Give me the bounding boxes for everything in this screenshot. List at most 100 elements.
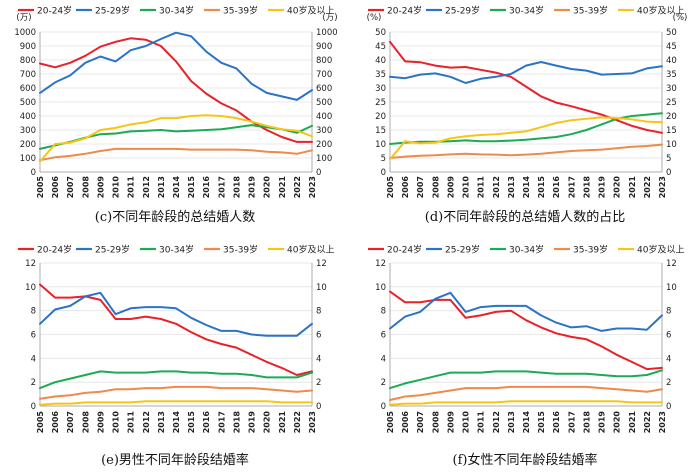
x-tick-label: 2020 <box>263 176 272 199</box>
legend-entry: 25-29岁 <box>76 5 130 17</box>
y-tick-label-left: 6 <box>381 331 386 341</box>
y-tick-label-left: 2 <box>381 378 386 388</box>
series-line <box>39 124 313 150</box>
legend-label: 40岁及以上 <box>287 244 334 256</box>
y-tick-label-right: 10 <box>316 283 327 293</box>
x-tick-label: 2013 <box>507 411 516 433</box>
x-tick-label: 2017 <box>217 411 226 433</box>
legend-entry: 30-34岁 <box>490 5 544 17</box>
legend-label: 40岁及以上 <box>287 5 334 17</box>
x-tick-label: 2005 <box>36 411 45 434</box>
x-tick-label: 2023 <box>658 411 667 433</box>
y-tick-label-left: 300 <box>20 126 36 136</box>
legend-label: 35-39岁 <box>573 5 608 17</box>
x-tick-label: 2019 <box>598 176 607 199</box>
legend-label: 30-34岁 <box>509 5 544 17</box>
y-tick-label-right: 500 <box>316 98 332 108</box>
y-tick-label-right: 300 <box>316 126 332 136</box>
x-tick-label: 2007 <box>66 411 75 433</box>
y-tick-label-left: 30 <box>375 84 386 94</box>
y-tick-label-left: 0 <box>381 402 386 412</box>
legend-entry: 30-34岁 <box>490 244 544 256</box>
x-tick-label: 2012 <box>142 411 151 433</box>
chart-caption: (c)不同年龄段的总结婚人数 <box>94 210 256 225</box>
y-tick-label-left: 15 <box>375 126 386 136</box>
x-tick-label: 2006 <box>401 411 410 434</box>
y-tick-label-left: 4 <box>381 354 386 364</box>
legend-label: 25-29岁 <box>95 244 130 256</box>
y-tick-label-left: 0 <box>381 168 386 178</box>
x-tick-label: 2018 <box>232 176 241 199</box>
legend-label: 35-39岁 <box>223 244 258 256</box>
chart-f: 20-24岁 25-29岁 30-34岁 35-39岁 40岁及以上 0 0 2 2 4 4 6 6 8 8… <box>368 244 684 434</box>
legend-label: 40岁及以上 <box>637 244 684 256</box>
y-tick-label-left: 45 <box>375 42 386 52</box>
x-tick-label: 2013 <box>507 176 516 198</box>
x-tick-label: 2014 <box>172 411 181 434</box>
x-tick-label: 2012 <box>492 176 501 198</box>
y-tick-label-right: 200 <box>316 140 332 150</box>
x-tick-label: 2005 <box>386 411 395 434</box>
left-unit-label: (%) <box>367 13 382 23</box>
y-tick-label-right: 2 <box>316 378 321 388</box>
y-tick-label-left: 800 <box>20 56 36 66</box>
y-tick-label-right: 5 <box>666 154 671 164</box>
x-tick-label: 2021 <box>628 176 637 199</box>
legend-entry: 40岁及以上 <box>618 5 684 17</box>
y-tick-label-right: 0 <box>666 402 671 412</box>
y-tick-label-right: 6 <box>316 331 321 341</box>
y-tick-label-left: 2 <box>31 378 36 388</box>
y-tick-label-right: 30 <box>666 84 677 94</box>
x-tick-label: 2015 <box>537 176 546 199</box>
legend-entry: 25-29岁 <box>76 244 130 256</box>
x-tick-label: 2016 <box>202 176 211 199</box>
legend-entry: 40岁及以上 <box>618 244 684 256</box>
y-tick-label-right: 10 <box>666 140 677 150</box>
series-line <box>389 40 663 134</box>
y-tick-label-left: 5 <box>381 154 386 164</box>
legend-entry: 20-24岁 <box>18 244 72 256</box>
legend-entry: 35-39岁 <box>204 244 258 256</box>
x-tick-label: 2023 <box>308 176 317 198</box>
x-tick-label: 2014 <box>522 411 531 434</box>
chart-e: 20-24岁 25-29岁 30-34岁 35-39岁 40岁及以上 0 0 2 2 4 4 6 6 8 8… <box>18 244 334 434</box>
legend-label: 40岁及以上 <box>637 5 684 17</box>
y-tick-label-right: 6 <box>666 331 671 341</box>
legend-entry: 20-24岁 <box>368 5 422 17</box>
y-tick-label-left: 1000 <box>14 28 36 38</box>
y-tick-label-right: 10 <box>666 283 677 293</box>
x-tick-label: 2008 <box>81 176 90 199</box>
x-tick-label: 2020 <box>613 411 622 434</box>
x-tick-label: 2011 <box>477 411 486 434</box>
right-unit-label: (万) <box>322 13 337 23</box>
y-tick-label-right: 600 <box>316 84 332 94</box>
x-tick-label: 2011 <box>477 176 486 199</box>
legend-label: 20-24岁 <box>387 5 422 17</box>
x-tick-label: 2016 <box>202 411 211 434</box>
x-tick-label: 2006 <box>51 176 60 199</box>
series-line <box>389 291 663 332</box>
chart-panel-c: 20-24岁 25-29岁 30-34岁 35-39岁 40岁及以上 (万) (万) 0 0 10… <box>0 0 350 236</box>
x-tick-label: 2011 <box>127 176 136 199</box>
y-tick-label-left: 8 <box>31 307 36 317</box>
x-tick-label: 2005 <box>36 176 45 199</box>
chart-caption: (e)男性不同年龄段结婚率 <box>101 453 249 468</box>
legend-entry: 25-29岁 <box>426 244 480 256</box>
x-tick-label: 2021 <box>628 411 637 434</box>
x-tick-label: 2009 <box>96 411 105 434</box>
y-tick-label-left: 50 <box>375 28 386 38</box>
y-tick-label-right: 800 <box>316 56 332 66</box>
y-tick-label-right: 25 <box>666 98 677 108</box>
legend-label: 30-34岁 <box>159 5 194 17</box>
legend-label: 30-34岁 <box>159 244 194 256</box>
legend-entry: 30-34岁 <box>140 244 194 256</box>
y-tick-label-right: 8 <box>666 307 671 317</box>
y-tick-label-right: 45 <box>666 42 677 52</box>
y-tick-label-right: 15 <box>666 126 677 136</box>
y-tick-label-left: 10 <box>375 140 386 150</box>
y-tick-label-right: 40 <box>666 56 677 66</box>
y-tick-label-left: 12 <box>375 259 386 269</box>
y-tick-label-right: 100 <box>316 154 332 164</box>
y-tick-label-left: 500 <box>20 98 36 108</box>
x-tick-label: 2007 <box>416 411 425 433</box>
